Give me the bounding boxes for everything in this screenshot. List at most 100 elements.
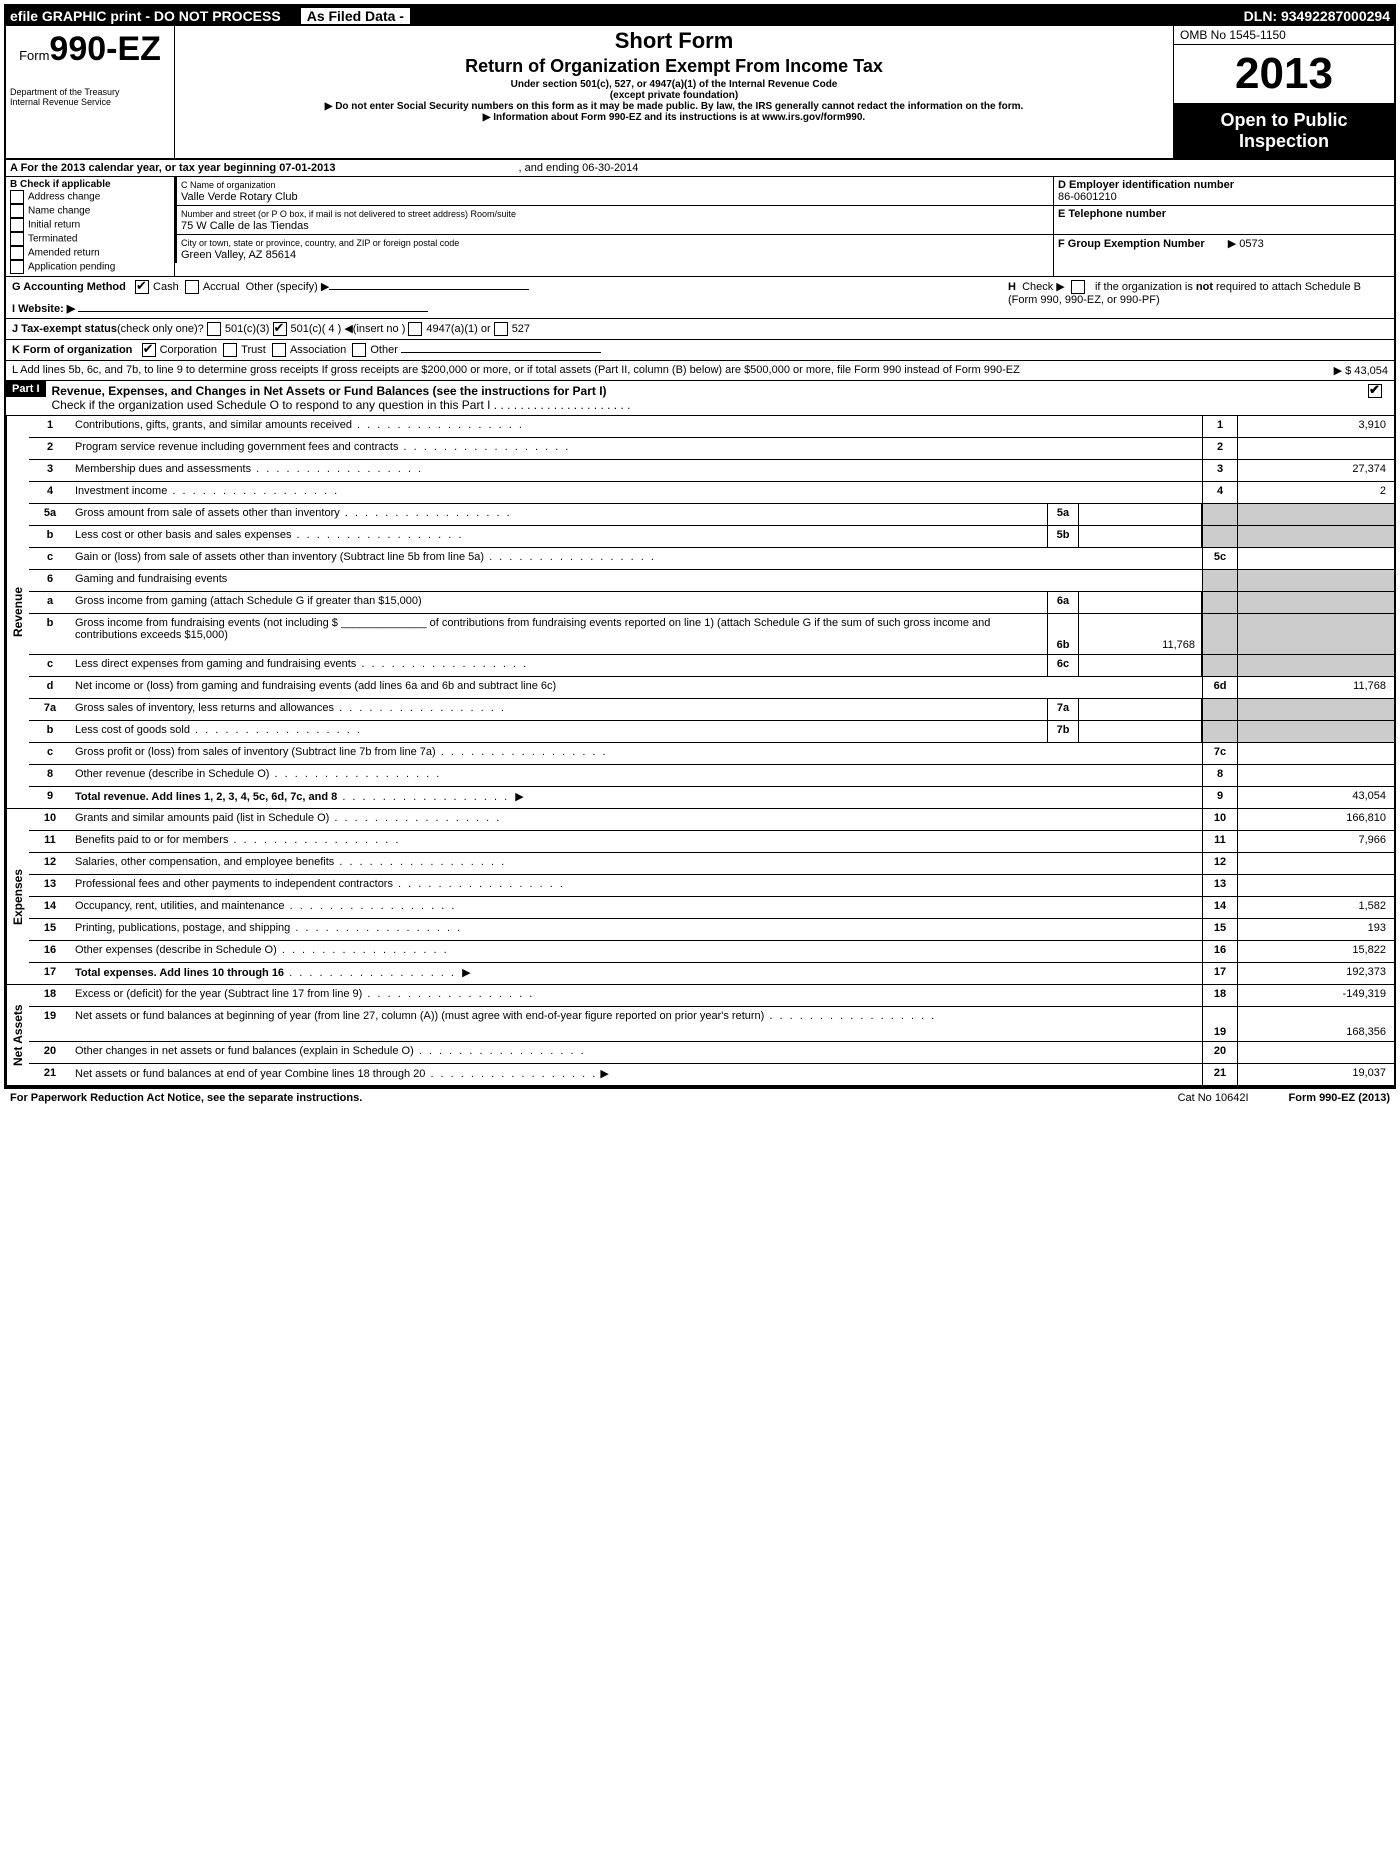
- row-14-num: 14: [29, 897, 71, 918]
- open-line2: Inspection: [1176, 131, 1392, 152]
- lbl-527: 527: [512, 323, 530, 335]
- row-6a-sublbl: 6a: [1047, 592, 1079, 613]
- tax-year: 2013: [1174, 45, 1394, 104]
- row-7a-num: 7a: [29, 699, 71, 720]
- chk-association[interactable]: [272, 343, 286, 357]
- row-5a-subval: [1079, 504, 1202, 525]
- row-19: 19Net assets or fund balances at beginni…: [29, 1007, 1394, 1042]
- chk-name-change[interactable]: [10, 204, 24, 218]
- chk-corporation[interactable]: [142, 343, 156, 357]
- row-10: 10Grants and similar amounts paid (list …: [29, 809, 1394, 831]
- row-5c-num: c: [29, 548, 71, 569]
- row-6d: dNet income or (loss) from gaming and fu…: [29, 677, 1394, 699]
- chk-accrual[interactable]: [185, 280, 199, 294]
- row-8-lineno: 8: [1202, 765, 1237, 786]
- chk-trust[interactable]: [223, 343, 237, 357]
- net-assets-section: Net Assets 18Excess or (deficit) for the…: [6, 985, 1394, 1087]
- row-5c-lineno: 5c: [1202, 548, 1237, 569]
- lbl-amended: Amended return: [28, 248, 100, 259]
- chk-terminated[interactable]: [10, 232, 24, 246]
- row-7a-subval: [1079, 699, 1202, 720]
- row-17-num: 17: [29, 963, 71, 984]
- row-14: 14Occupancy, rent, utilities, and mainte…: [29, 897, 1394, 919]
- row-10-num: 10: [29, 809, 71, 830]
- row-13-num: 13: [29, 875, 71, 896]
- side-label-expenses: Expenses: [6, 809, 29, 984]
- omb-number: OMB No 1545-1150: [1174, 26, 1394, 45]
- subtitle-except: (except private foundation): [181, 90, 1167, 101]
- row-5c-amount: [1237, 548, 1394, 569]
- row-6b-desc: Gross income from fundraising events (no…: [75, 617, 990, 641]
- row-1-desc: Contributions, gifts, grants, and simila…: [75, 419, 352, 431]
- section-l-text: L Add lines 5b, 6c, and 7b, to line 9 to…: [12, 364, 1248, 377]
- row-11-num: 11: [29, 831, 71, 852]
- efile-left: efile GRAPHIC print - DO NOT PROCESS: [10, 8, 281, 24]
- chk-initial-return[interactable]: [10, 218, 24, 232]
- row-8-num: 8: [29, 765, 71, 786]
- row-4: 4Investment income42: [29, 482, 1394, 504]
- street-label: Number and street (or P O box, if mail i…: [181, 209, 516, 219]
- part-i-title: Revenue, Expenses, and Changes in Net As…: [52, 384, 607, 398]
- row-17-lineno: 17: [1202, 963, 1237, 984]
- section-f: F Group Exemption Number ▶ 0573: [1054, 235, 1394, 252]
- chk-other-org[interactable]: [352, 343, 366, 357]
- lbl-501c3: 501(c)(3): [225, 323, 270, 335]
- net-assets-rows: 18Excess or (deficit) for the year (Subt…: [29, 985, 1394, 1085]
- sections-g-h: G Accounting Method Cash Accrual Other (…: [6, 277, 1394, 319]
- chk-501c[interactable]: [273, 322, 287, 336]
- row-6c-lineno: [1202, 655, 1237, 676]
- section-a-ending: , and ending 06-30-2014: [519, 162, 639, 174]
- row-5a-amount: [1237, 504, 1394, 525]
- note-ssn: ▶ Do not enter Social Security numbers o…: [181, 101, 1167, 112]
- note-info: ▶ Information about Form 990-EZ and its …: [181, 112, 1167, 123]
- row-8-amount: [1237, 765, 1394, 786]
- lbl-other-method: Other (specify) ▶: [246, 281, 330, 293]
- row-13-lineno: 13: [1202, 875, 1237, 896]
- form-header: Form990-EZ Department of the Treasury In…: [6, 26, 1394, 160]
- row-6-desc: Gaming and fundraising events: [75, 573, 227, 585]
- row-11: 11Benefits paid to or for members117,966: [29, 831, 1394, 853]
- part-i-title-block: Revenue, Expenses, and Changes in Net As…: [46, 381, 1394, 415]
- dln: DLN: 93492287000294: [1244, 8, 1390, 24]
- row-19-num: 19: [29, 1007, 71, 1041]
- chk-4947[interactable]: [408, 322, 422, 336]
- row-7c-lineno: 7c: [1202, 743, 1237, 764]
- other-org-line: [401, 352, 601, 353]
- chk-pending[interactable]: [10, 260, 24, 274]
- section-j: J Tax-exempt status(check only one)? 501…: [6, 319, 1394, 340]
- row-3-num: 3: [29, 460, 71, 481]
- lbl-name-change: Name change: [28, 206, 90, 217]
- row-12: 12Salaries, other compensation, and empl…: [29, 853, 1394, 875]
- row-6c-desc: Less direct expenses from gaming and fun…: [75, 658, 356, 670]
- lbl-pending: Application pending: [28, 262, 115, 273]
- city-label: City or town, state or province, country…: [181, 238, 459, 248]
- side-label-net-assets: Net Assets: [6, 985, 29, 1085]
- row-16-lineno: 16: [1202, 941, 1237, 962]
- chk-address-change[interactable]: [10, 190, 24, 204]
- row-6c: cLess direct expenses from gaming and fu…: [29, 655, 1394, 677]
- chk-amended[interactable]: [10, 246, 24, 260]
- subtitle-section: Under section 501(c), 527, or 4947(a)(1)…: [181, 79, 1167, 90]
- row-6a-subval: [1079, 592, 1202, 613]
- chk-schedule-b[interactable]: [1071, 280, 1085, 294]
- lbl-4947: 4947(a)(1) or: [426, 323, 490, 335]
- row-6b-amount: [1237, 614, 1394, 654]
- row-5b-sublbl: 5b: [1047, 526, 1079, 547]
- side-label-revenue: Revenue: [6, 416, 29, 808]
- row-18-lineno: 18: [1202, 985, 1237, 1006]
- lbl-501c: 501(c)( 4 ) ◀(insert no ): [291, 323, 406, 335]
- header-left: Form990-EZ Department of the Treasury In…: [6, 26, 175, 158]
- lbl-association: Association: [290, 344, 346, 356]
- chk-501c3[interactable]: [207, 322, 221, 336]
- row-6: 6Gaming and fundraising events: [29, 570, 1394, 592]
- chk-cash[interactable]: [135, 280, 149, 294]
- row-10-lineno: 10: [1202, 809, 1237, 830]
- chk-527[interactable]: [494, 322, 508, 336]
- footer-form: Form 990-EZ (2013): [1289, 1092, 1391, 1104]
- row-17: 17Total expenses. Add lines 10 through 1…: [29, 963, 1394, 984]
- chk-schedule-o[interactable]: [1368, 384, 1382, 398]
- accounting-label: G Accounting Method: [12, 281, 126, 293]
- row-16-desc: Other expenses (describe in Schedule O): [75, 944, 277, 956]
- row-5b: bLess cost or other basis and sales expe…: [29, 526, 1394, 548]
- footer-catno: Cat No 10642I: [1178, 1092, 1249, 1104]
